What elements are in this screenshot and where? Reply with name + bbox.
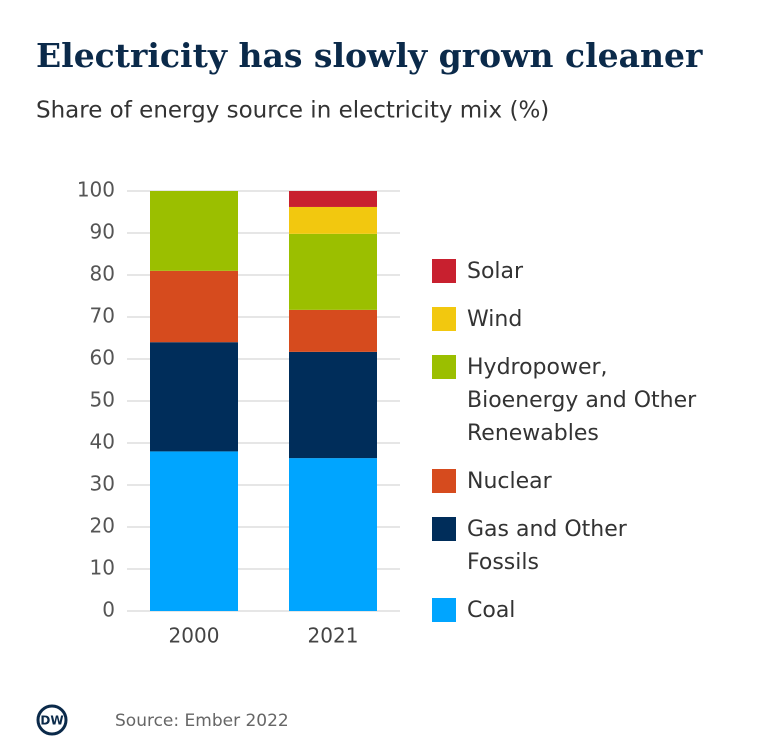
y-tick-label: 80 [90, 262, 115, 286]
y-tick-label: 100 [77, 178, 115, 202]
legend-label: Hydropower, Bioenergy and Other Renewabl… [467, 355, 697, 446]
legend-swatch [432, 598, 456, 622]
legend-swatch [432, 469, 456, 493]
source: Source: Ember 2022 [115, 711, 289, 731]
bar-segment [150, 191, 238, 271]
x-tick-label: 2000 [169, 624, 220, 648]
bar-segment [289, 351, 377, 459]
legend-label: Coal [467, 598, 516, 623]
legend-item: Hydropower, Bioenergy and Other Renewabl… [432, 351, 699, 450]
logo-ring [36, 704, 68, 736]
legend-swatch [432, 355, 456, 379]
bar-segment [289, 458, 377, 611]
x-tick-label: 2021 [308, 624, 359, 648]
bar-segment [289, 233, 377, 310]
bar-segment [289, 309, 377, 352]
bar-segment [289, 191, 377, 207]
legend: Solar Wind Hydropower, Bioenergy and Other… [432, 255, 699, 627]
legend-swatch [432, 307, 456, 331]
y-tick-label: 90 [90, 220, 115, 244]
chart-subtitle: Share of energy source in electricity mi… [36, 98, 549, 124]
legend-label: Wind [467, 307, 523, 332]
legend-label: Gas and Other Fossils [467, 517, 627, 575]
chart-title: Electricity has slowly grown cleaner [36, 36, 703, 75]
y-tick-label: 60 [90, 346, 115, 370]
legend-label: Solar [467, 259, 524, 284]
y-tick-label: 40 [90, 430, 115, 454]
legend-item: Coal [432, 594, 699, 627]
legend-swatch [432, 259, 456, 283]
y-tick-label: 50 [90, 388, 115, 412]
bar-segment [150, 451, 238, 611]
legend-item: Solar [432, 255, 699, 288]
y-tick-label: 70 [90, 304, 115, 328]
bar-segment [150, 342, 238, 452]
legend-swatch [432, 517, 456, 541]
bar-segment [289, 206, 377, 234]
y-tick-label: 30 [90, 472, 115, 496]
bar-segment [150, 270, 238, 343]
y-tick-label: 20 [90, 514, 115, 538]
legend-item: Wind [432, 303, 699, 336]
legend-label: Nuclear [467, 469, 552, 494]
y-tick-label: 0 [102, 598, 115, 622]
logo: DW [40, 714, 63, 728]
legend-item: Gas and Other Fossils [432, 513, 699, 579]
legend-item: Nuclear [432, 465, 699, 498]
y-tick-label: 10 [90, 556, 115, 580]
